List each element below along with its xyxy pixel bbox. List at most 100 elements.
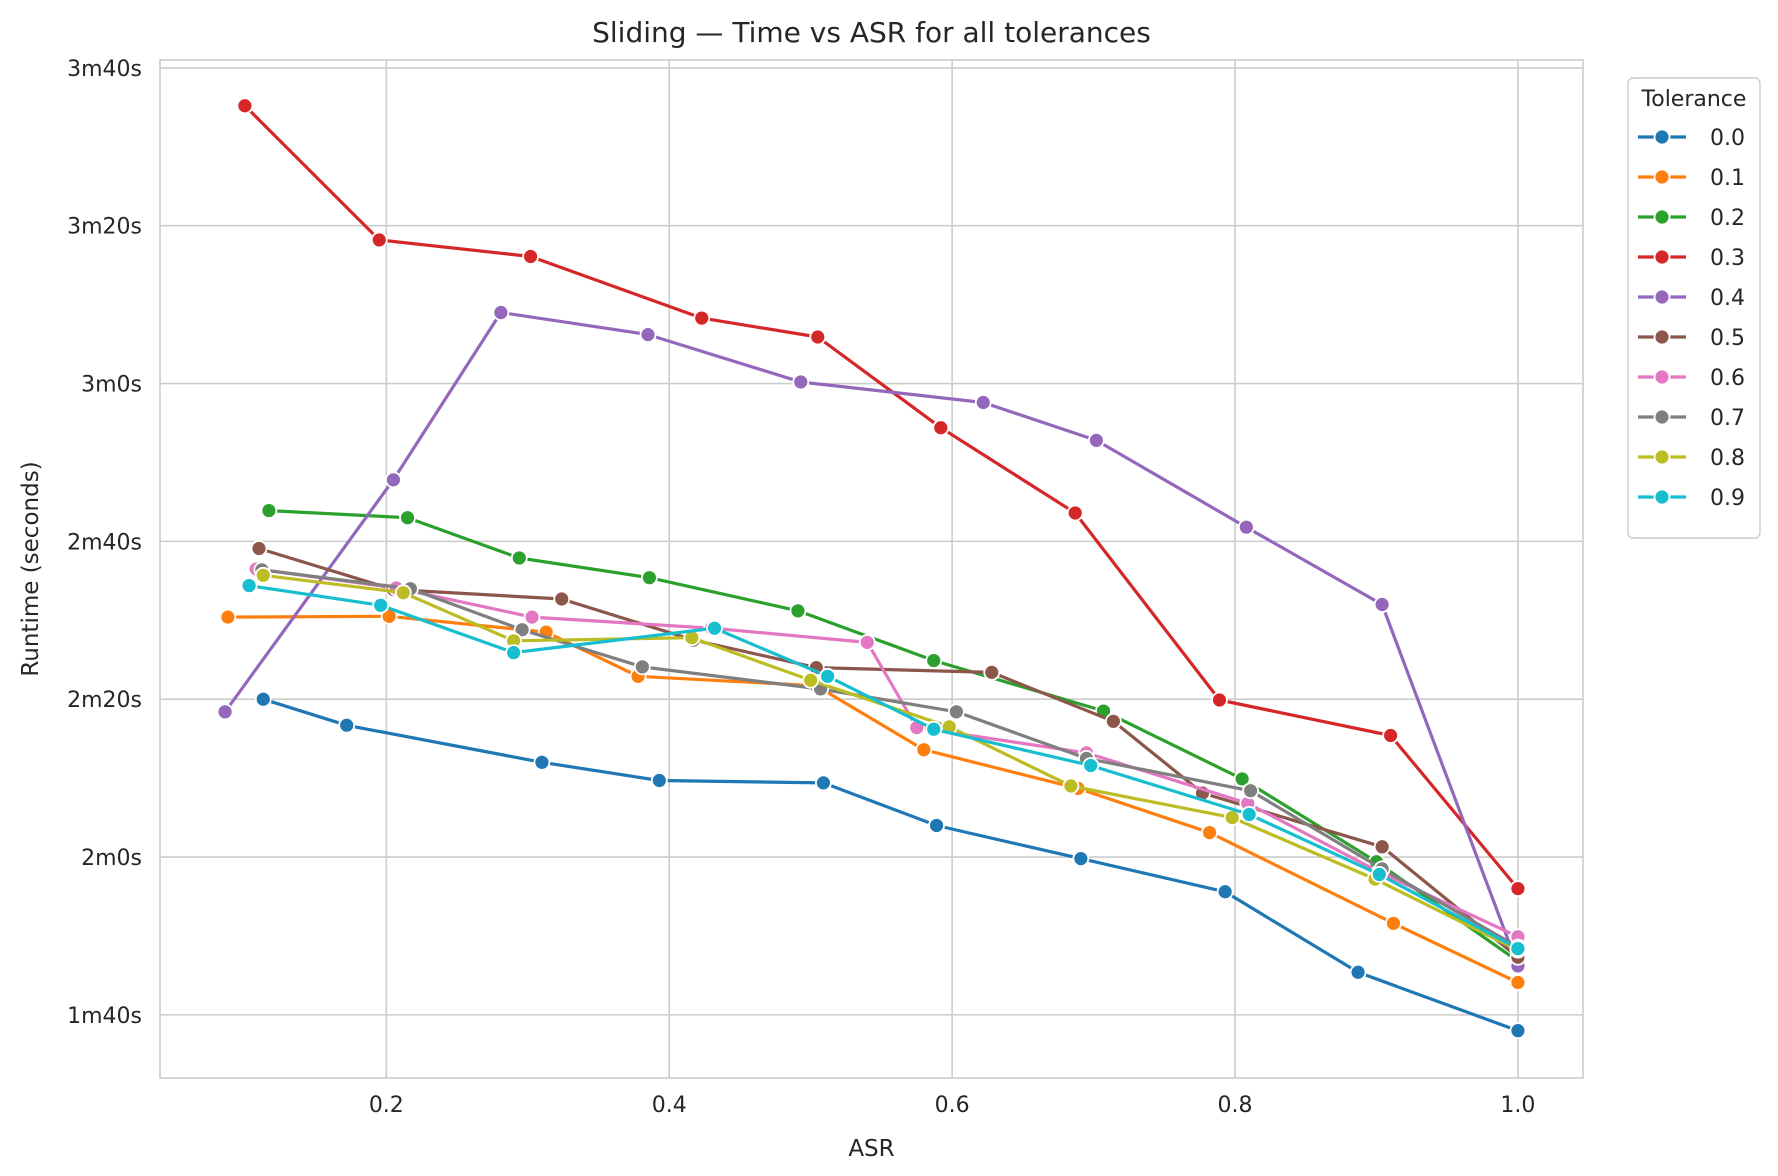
data-point	[1509, 974, 1527, 991]
legend-title: Tolerance	[1641, 87, 1747, 112]
x-axis-ticks: 0.2 0.4 0.6 0.8 1.0	[369, 1093, 1536, 1118]
legend-marker	[1653, 408, 1671, 426]
legend-item-0.0: 0.0	[1638, 126, 1745, 151]
data-point	[492, 304, 510, 321]
legend: Tolerance 0.0 0.1 0.2 0.3 0.4 0.5 0.6 0.7 0.8 0.9	[1627, 77, 1761, 539]
y-tick-label: 3m0s	[81, 373, 142, 398]
data-point	[1216, 883, 1234, 901]
y-axis-ticks: 1m40s 2m0s 2m20s 2m40s 3m0s 3m20s 3m40s	[67, 57, 142, 1029]
legend-marker	[1653, 288, 1671, 306]
data-point	[1211, 691, 1228, 709]
data-point	[1373, 838, 1391, 856]
legend-item-0.9: 0.9	[1638, 486, 1745, 511]
data-point	[254, 690, 272, 708]
legend-marker	[1653, 328, 1671, 346]
y-tick-label: 3m40s	[67, 57, 142, 82]
data-point	[1201, 824, 1218, 841]
data-point	[260, 502, 278, 520]
data-point	[925, 652, 943, 669]
data-point	[523, 608, 541, 626]
y-tick-label: 2m20s	[67, 688, 142, 713]
data-point	[639, 326, 657, 344]
series-line	[260, 568, 1520, 949]
data-point	[1373, 596, 1391, 613]
series-line	[261, 697, 1520, 1033]
legend-item-0.1: 0.1	[1638, 166, 1745, 191]
data-point	[819, 667, 837, 685]
legend-marker	[1653, 368, 1671, 386]
y-axis-title: Runtime (seconds)	[18, 461, 44, 676]
legend-item-0.2: 0.2	[1638, 206, 1745, 231]
legend-marker	[1653, 128, 1671, 146]
data-point	[1237, 518, 1255, 536]
data-point	[513, 621, 531, 639]
y-tick-label: 1m40s	[67, 1004, 142, 1029]
data-point	[533, 753, 551, 771]
data-point	[633, 658, 651, 676]
series-line	[257, 546, 1520, 959]
plot-area-frame	[159, 59, 1584, 1079]
legend-item-0.5: 0.5	[1638, 326, 1745, 351]
data-point	[338, 716, 356, 734]
data-point	[1509, 940, 1527, 957]
data-point	[1385, 914, 1402, 932]
legend-item-0.7: 0.7	[1638, 406, 1745, 431]
data-point	[809, 328, 827, 346]
legend-marker	[1653, 488, 1671, 506]
data-point	[1509, 880, 1527, 898]
chart-title: Sliding — Time vs ASR for all tolerances	[592, 16, 1151, 49]
x-tick-label: 0.4	[652, 1093, 687, 1118]
data-point	[974, 394, 992, 411]
x-axis-title: ASR	[848, 1136, 894, 1162]
legend-label: 0.1	[1710, 166, 1745, 191]
data-point	[250, 540, 268, 557]
data-point	[932, 419, 950, 437]
data-point	[1066, 504, 1084, 522]
data-point	[1509, 1022, 1527, 1040]
data-point	[236, 97, 254, 115]
series-line	[243, 104, 1520, 891]
legend-item-0.3: 0.3	[1638, 246, 1745, 271]
legend-item-0.4: 0.4	[1638, 286, 1745, 311]
data-point	[1370, 866, 1388, 883]
data-point	[1240, 806, 1258, 823]
legend-label: 0.9	[1710, 486, 1745, 511]
data-point	[1242, 782, 1259, 800]
data-point	[802, 671, 820, 689]
data-point	[219, 608, 237, 626]
data-point	[858, 633, 876, 651]
x-tick-label: 0.6	[935, 1093, 970, 1118]
data-point	[789, 602, 807, 620]
series-0.3	[236, 97, 1527, 898]
data-point	[1349, 963, 1367, 981]
legend-label: 0.5	[1710, 326, 1745, 351]
legend-items: 0.0 0.1 0.2 0.3 0.4 0.5 0.6 0.7 0.8 0.9	[1638, 126, 1745, 511]
data-point	[1072, 850, 1090, 868]
data-point	[254, 566, 272, 584]
legend-label: 0.4	[1710, 286, 1745, 311]
data-point	[1104, 712, 1122, 730]
data-point	[1082, 757, 1100, 774]
legend-marker	[1653, 248, 1671, 266]
x-tick-label: 0.2	[369, 1093, 404, 1118]
series-0.9	[240, 577, 1527, 957]
legend-item-0.6: 0.6	[1638, 366, 1745, 391]
data-point	[706, 619, 723, 637]
legend-label: 0.2	[1710, 206, 1745, 231]
y-tick-label: 2m40s	[67, 530, 142, 555]
grid-lines	[160, 60, 1583, 1078]
x-tick-label: 1.0	[1500, 1093, 1535, 1118]
data-point	[915, 741, 933, 759]
data-point	[399, 509, 416, 527]
data-point	[928, 817, 945, 834]
legend-label: 0.3	[1710, 246, 1745, 271]
data-point	[650, 772, 668, 789]
data-point	[394, 584, 412, 602]
data-point	[641, 569, 658, 587]
data-point	[925, 720, 943, 738]
x-tick-label: 0.8	[1218, 1093, 1253, 1118]
data-point	[370, 231, 388, 249]
legend-item-0.8: 0.8	[1638, 446, 1745, 471]
